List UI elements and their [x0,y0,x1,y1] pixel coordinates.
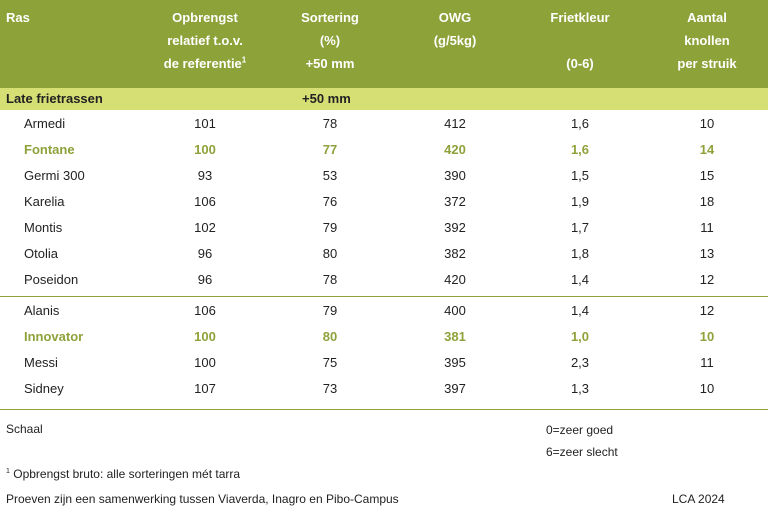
footnote: 1 Opbrengst bruto: alle sorteringen mét … [6,467,240,481]
scale-label: Schaal [6,422,43,436]
cell-owg: 397 [444,381,466,396]
cell-frietkleur: 1,4 [570,272,590,287]
cell-aantal: 10 [699,381,715,396]
cell-frietkleur: 1,6 [570,116,590,131]
cell-opbrengst: 106 [194,194,216,209]
source: LCA 2024 [672,492,725,506]
cell-owg: 412 [444,116,466,131]
cell-aantal: 14 [699,142,715,157]
cell-sortering: 77 [322,142,338,157]
cell-sortering: 76 [322,194,338,209]
cell-frietkleur: 1,5 [570,168,590,183]
cell-frietkleur: 1,4 [570,303,590,318]
table-row: Poseidon 96 78 420 1,4 12 [0,267,768,293]
cell-sortering: 78 [322,116,338,131]
table-row: Karelia 106 76 372 1,9 18 [0,189,768,215]
table-row: Germi 300 93 53 390 1,5 15 [0,163,768,189]
table-header: Ras Opbrengst relatief t.o.v. de referen… [0,0,768,88]
cell-ras: Innovator [24,329,84,344]
cell-owg: 395 [444,355,466,370]
cell-opbrengst: 96 [197,246,213,261]
footnote-text: Opbrengst bruto: alle sorteringen mét ta… [13,467,241,481]
scale-bad: 6=zeer slecht [546,445,618,459]
cell-owg: 390 [444,168,466,183]
table-row: Armedi 101 78 412 1,6 10 [0,111,768,137]
cell-ras: Poseidon [24,272,79,287]
cell-aantal: 12 [699,272,715,287]
cell-opbrengst: 101 [194,116,216,131]
table-row: Alanis 106 79 400 1,4 12 [0,298,768,324]
cell-opbrengst: 107 [194,381,216,396]
cell-frietkleur: 1,0 [570,329,590,344]
cell-frietkleur: 1,9 [570,194,590,209]
cell-ras: Armedi [24,116,66,131]
cell-sortering: 80 [322,329,338,344]
cell-owg: 420 [444,142,466,157]
cell-sortering: 78 [322,272,338,287]
cell-aantal: 11 [700,355,714,370]
table-row: Innovator 100 80 381 1,0 10 [0,324,768,350]
cell-frietkleur: 2,3 [570,355,590,370]
cell-opbrengst: 100 [194,355,216,370]
cell-opbrengst: 102 [194,220,216,235]
cell-ras: Alanis [24,303,60,318]
cell-sortering: 79 [322,220,338,235]
cell-aantal: 18 [699,194,715,209]
cell-aantal: 11 [700,220,714,235]
cell-frietkleur: 1,6 [570,142,590,157]
cell-owg: 372 [444,194,466,209]
cell-ras: Germi 300 [24,168,85,183]
cell-frietkleur: 1,7 [570,220,590,235]
cell-sortering: 80 [322,246,338,261]
cell-ras: Messi [24,355,58,370]
cell-ras: Montis [24,220,63,235]
cell-ras: Otolia [24,246,58,261]
cell-aantal: 10 [699,329,715,344]
cell-aantal: 13 [699,246,715,261]
table-row: Fontane 100 77 420 1,6 14 [0,137,768,163]
cell-sortering: 53 [322,168,338,183]
cell-ras: Sidney [24,381,64,396]
table-row: Sidney 107 73 397 1,3 10 [0,376,768,402]
column-header-opbrengst: Opbrengst relatief t.o.v. de referentie1 [163,10,247,71]
column-header-sortering: Sortering (%) +50 mm [301,10,359,71]
section-sub-label: +50 mm [302,91,351,106]
section-label: Late frietrassen [6,91,103,106]
cell-frietkleur: 1,3 [570,381,590,396]
table-row: Messi 100 75 395 2,3 11 [0,350,768,376]
cell-opbrengst: 100 [194,329,216,344]
cell-opbrengst: 106 [194,303,216,318]
column-header-ras: Ras [6,10,30,25]
scale-good: 0=zeer goed [546,423,614,437]
cell-opbrengst: 93 [197,168,213,183]
section-row-late-frietrassen: Late frietrassen +50 mm [0,88,768,110]
cell-frietkleur: 1,8 [570,246,590,261]
cell-owg: 381 [444,329,466,344]
cell-owg: 420 [444,272,466,287]
table-row: Montis 102 79 392 1,7 11 [0,215,768,241]
cell-sortering: 79 [322,303,338,318]
table-bottom-border [0,409,768,410]
cell-aantal: 15 [699,168,715,183]
group-separator [0,296,768,297]
column-header-frietkleur: Frietkleur (0-6) [550,10,610,71]
cell-sortering: 75 [322,355,338,370]
cell-opbrengst: 100 [194,142,216,157]
cell-aantal: 10 [699,116,715,131]
footnote-marker: 1 [6,468,10,475]
credits: Proeven zijn een samenwerking tussen Via… [6,492,399,506]
column-header-aantal: Aantal knollen per struik [677,10,737,71]
cell-ras: Fontane [24,142,75,157]
column-header-owg: OWG (g/5kg) [433,10,477,48]
cell-owg: 382 [444,246,466,261]
cell-owg: 392 [444,220,466,235]
cell-opbrengst: 96 [197,272,213,287]
cell-owg: 400 [444,303,466,318]
cell-aantal: 12 [699,303,715,318]
cell-sortering: 73 [322,381,338,396]
table-row: Otolia 96 80 382 1,8 13 [0,241,768,267]
cell-ras: Karelia [24,194,65,209]
